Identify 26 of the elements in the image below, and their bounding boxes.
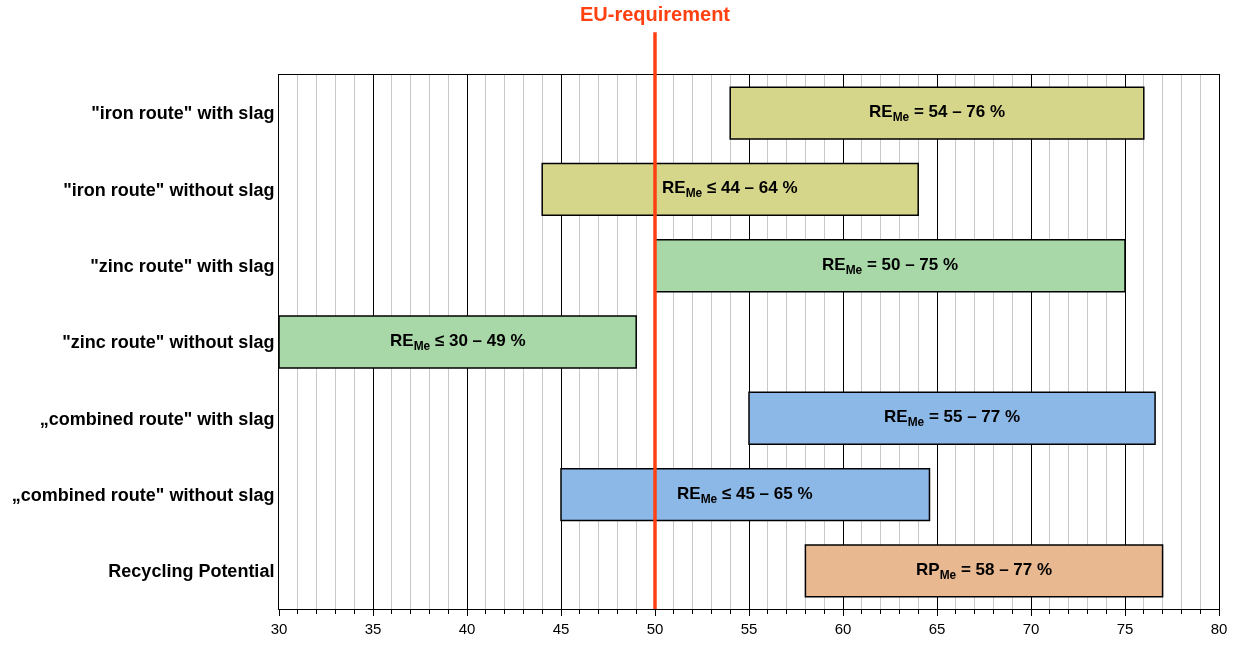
x-tick-label: 60: [834, 620, 852, 637]
x-tick-label: 45: [552, 620, 570, 637]
x-tick-label: 35: [364, 620, 382, 637]
annotation: RE$_{Me}$ = 50 – 75 %: [822, 255, 959, 277]
y-tick-label: "iron route" without slag: [63, 179, 275, 200]
ref-line-label: EU-requirement: [580, 3, 731, 25]
x-tick-label: 70: [1022, 620, 1040, 637]
annotation: RE$_{Me}$ ≤ 30 – 49 %: [390, 331, 526, 353]
annotation: RE$_{Me}$ ≤ 45 – 65 %: [677, 484, 813, 506]
x-tick-label: 30: [270, 620, 288, 637]
annotation: RE$_{Me}$ = 55 – 77 %: [884, 407, 1021, 429]
y-tick-label: „combined route" without slag: [11, 484, 275, 505]
annotation: RE$_{Me}$ = 54 – 76 %: [869, 102, 1006, 124]
y-tick-label: "zinc route" without slag: [62, 332, 275, 353]
x-tick-label: 40: [458, 620, 476, 637]
y-tick-label: "iron route" with slag: [91, 103, 275, 124]
x-tick-label: 80: [1210, 620, 1228, 637]
x-tick-label: 55: [740, 620, 758, 637]
x-tick-label: 65: [928, 620, 946, 637]
x-tick-label: 75: [1116, 620, 1134, 637]
annotation: RP$_{Me}$ = 58 – 77 %: [916, 560, 1053, 582]
y-tick-label: „combined route" with slag: [39, 408, 275, 429]
x-tick-label: 50: [646, 620, 664, 637]
annotation: RE$_{Me}$ ≤ 44 – 64 %: [662, 178, 798, 200]
y-tick-label: Recycling Potential: [108, 561, 275, 582]
y-tick-label: "zinc route" with slag: [90, 256, 275, 277]
